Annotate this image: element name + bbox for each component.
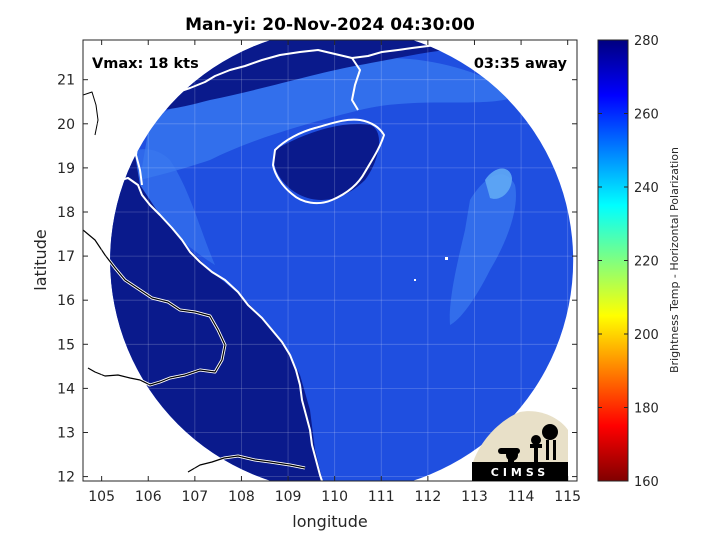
chart-title: Man-yi: 20-Nov-2024 04:30:00: [185, 15, 475, 35]
x-tick-label: 107: [181, 489, 208, 505]
y-tick-label: 20: [57, 117, 75, 133]
x-tick-label: 115: [554, 489, 581, 505]
cloud-band-east: [449, 174, 516, 325]
coastlines: [83, 40, 479, 481]
vmax-label: Vmax: 18 kts: [92, 56, 199, 72]
y-axis-ticks: 12 13 14 15 16 17 18 19 20 21: [57, 73, 577, 486]
colorbar-tick-label: 240: [634, 181, 659, 196]
island-marker: [445, 257, 448, 260]
colorbar-tick-label: 220: [634, 255, 659, 270]
y-tick-label: 16: [57, 293, 75, 309]
y-axis-label: latitude: [31, 229, 50, 290]
colorbar-tick-label: 260: [634, 108, 659, 123]
colorbar-ticks: 160 180 200 220 240 260 280: [598, 34, 659, 490]
country-borders: [83, 91, 306, 474]
colorbar-tick-label: 180: [634, 402, 659, 417]
x-tick-label: 105: [88, 489, 115, 505]
colorbar-tick-label: 280: [634, 34, 659, 49]
x-axis-ticks: 105 106 107 108 109 110 111 112 113 114 115: [88, 40, 581, 505]
land-hainan: [273, 124, 380, 200]
x-axis-label: longitude: [292, 512, 367, 531]
y-tick-label: 19: [57, 161, 75, 177]
grid-lines: [83, 40, 577, 481]
y-tick-label: 18: [57, 205, 75, 221]
y-tick-label: 15: [57, 337, 75, 353]
x-tick-label: 106: [135, 489, 162, 505]
x-tick-label: 108: [228, 489, 255, 505]
y-tick-label: 17: [57, 249, 75, 265]
x-tick-label: 112: [415, 489, 442, 505]
colorbar-tick-label: 200: [634, 328, 659, 343]
y-tick-label: 21: [57, 73, 75, 89]
colorbar: 160 180 200 220 240 260 280 Brightness Temp - …: [597, 34, 681, 490]
x-tick-label: 111: [368, 489, 395, 505]
y-tick-label: 12: [57, 470, 75, 486]
land-south-china: [140, 40, 574, 111]
colorbar-label: Brightness Temp - Horizontal Polarizatio…: [668, 147, 681, 373]
island-marker: [414, 279, 416, 281]
x-tick-label: 114: [508, 489, 535, 505]
x-tick-label: 110: [321, 489, 348, 505]
colorbar-gradient: [597, 39, 629, 482]
cimss-logo: CIMSS: [472, 411, 568, 481]
axes-frame: [82, 39, 578, 482]
colorbar-tick-label: 160: [634, 475, 659, 490]
y-tick-label: 13: [57, 425, 75, 441]
time-away-label: 03:35 away: [474, 56, 568, 72]
cloud-cell-east: [485, 168, 512, 199]
y-tick-label: 14: [57, 381, 75, 397]
logo-text: CIMSS: [491, 466, 549, 479]
x-tick-label: 109: [275, 489, 302, 505]
x-tick-label: 113: [461, 489, 488, 505]
